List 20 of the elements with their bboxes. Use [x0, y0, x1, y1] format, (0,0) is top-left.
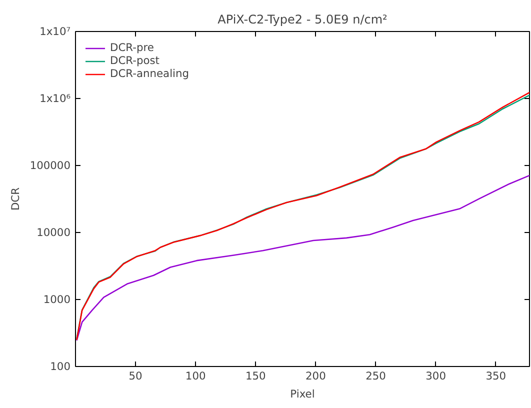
y-tick-label: 1x10⁷ [40, 25, 71, 38]
line-series [76, 174, 530, 342]
x-axis-title: Pixel [290, 388, 315, 400]
x-tick-label: 200 [306, 370, 326, 382]
y-tick-label: 10000 [36, 226, 71, 239]
y-tick-label: 100000 [30, 159, 71, 172]
x-tick-label: 100 [185, 370, 206, 382]
x-tick-label: 300 [426, 370, 446, 382]
x-tick-label: 50 [128, 370, 143, 382]
y-axis-title: DCR [8, 186, 22, 211]
y-tick-label: 1x10⁶ [40, 92, 71, 105]
x-tick-label: 150 [245, 370, 266, 382]
y-tick-label: 100 [50, 360, 71, 373]
x-tick-label: 350 [486, 370, 506, 382]
legend-label: DCR-post [110, 54, 160, 67]
y-tick-label: 1000 [43, 293, 71, 306]
legend-label: DCR-annealing [110, 67, 190, 80]
chart-title: APiX-C2-Type2 - 5.0E9 n/cm² [218, 12, 388, 26]
x-tick-label: 250 [366, 370, 386, 382]
legend-label: DCR-pre [110, 41, 154, 54]
